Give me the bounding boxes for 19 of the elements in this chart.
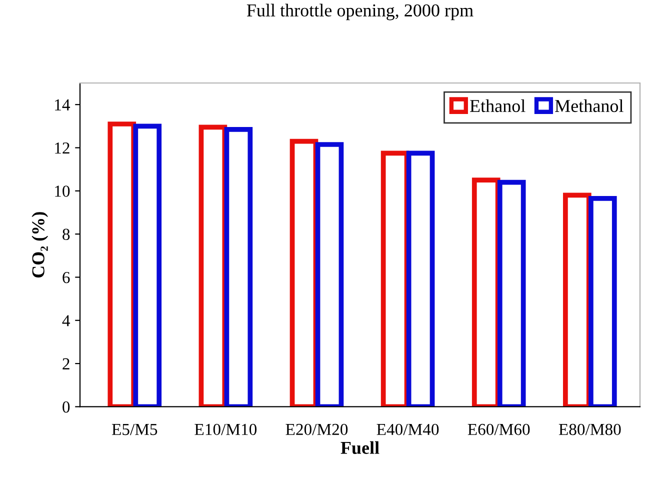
y-tick-label: 2: [62, 358, 70, 370]
y-tick-label: 10: [55, 186, 70, 197]
x-tick-label: E60/M60: [468, 424, 530, 436]
y-tick-label: 8: [62, 228, 70, 240]
x-axis-title: Fuell: [340, 441, 380, 454]
x-tick-label: E5/M5: [112, 424, 158, 436]
y-tick-label: 0: [62, 401, 70, 413]
x-tick-label: E20/M20: [286, 424, 348, 436]
legend-label: Methanol: [555, 99, 624, 112]
y-tick-label: 6: [62, 272, 70, 284]
x-tick-label: E10/M10: [194, 424, 257, 436]
y-tick-label: 14: [55, 99, 70, 110]
x-tick-label: E40/M40: [376, 424, 439, 436]
y-tick-label: 4: [62, 315, 70, 326]
x-tick-label: E80/M80: [558, 424, 621, 436]
legend-label: Ethanol: [470, 99, 526, 112]
y-axis-title: CO₂ (%): [32, 212, 48, 278]
y-tick-label: 12: [55, 142, 70, 154]
chart-title: Full throttle opening, 2000 rpm: [246, 4, 474, 20]
